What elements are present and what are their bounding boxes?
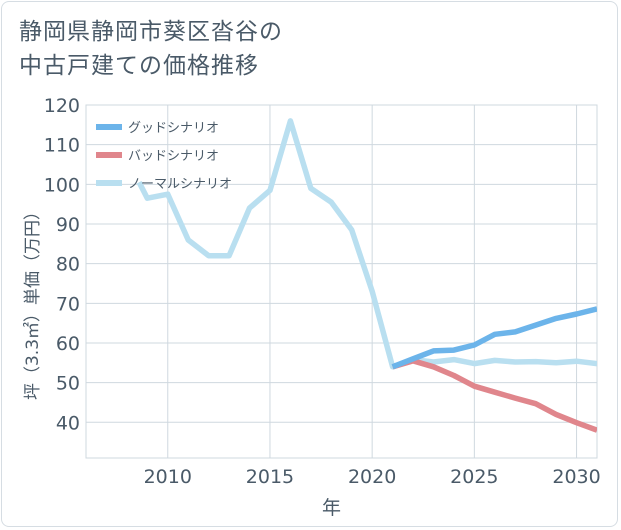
y-tick-label: 50 — [56, 373, 80, 395]
y-tick-label: 90 — [56, 214, 80, 236]
series-bad — [391, 358, 597, 433]
x-tick-label: 2015 — [246, 466, 294, 488]
legend-item: ノーマルシナリオ — [96, 177, 232, 192]
y-tick-label: 40 — [56, 412, 80, 434]
series-line — [136, 118, 597, 370]
legend-item: グッドシナリオ — [96, 121, 219, 136]
y-tick-label: 120 — [44, 95, 80, 117]
chart-title-line1: 静岡県静岡市葵区沓谷の — [19, 19, 283, 45]
legend-label: ノーマルシナリオ — [128, 177, 232, 192]
legend-label: バッドシナリオ — [128, 149, 219, 164]
chart-title: 静岡県静岡市葵区沓谷の 中古戸建ての価格推移 — [19, 15, 283, 83]
series-good — [391, 306, 597, 370]
x-tick-label: 2030 — [552, 466, 600, 488]
x-tick-label: 2010 — [144, 466, 192, 488]
y-axis-title: 坪（3.3㎡）単価（万円） — [23, 203, 43, 400]
series-layer — [136, 118, 597, 433]
y-tick-label: 110 — [44, 135, 80, 157]
y-tick-label: 70 — [56, 293, 80, 315]
y-tick-label: 100 — [44, 174, 80, 196]
legend-label: グッドシナリオ — [128, 121, 219, 136]
y-tick-label: 80 — [56, 254, 80, 276]
chart-title-line2: 中古戸建ての価格推移 — [19, 53, 259, 79]
y-tick-label: 60 — [56, 333, 80, 355]
axis-layer: 40 50 60 70 80 90 100 110 120 2010 2015 2020 2025 203… — [23, 95, 601, 519]
series-line — [391, 358, 597, 433]
legend-item: バッドシナリオ — [96, 149, 219, 164]
x-tick-label: 2020 — [348, 466, 396, 488]
grid-layer — [85, 104, 598, 459]
x-axis-title: 年 — [322, 497, 341, 519]
x-tick-label: 2025 — [450, 466, 498, 488]
